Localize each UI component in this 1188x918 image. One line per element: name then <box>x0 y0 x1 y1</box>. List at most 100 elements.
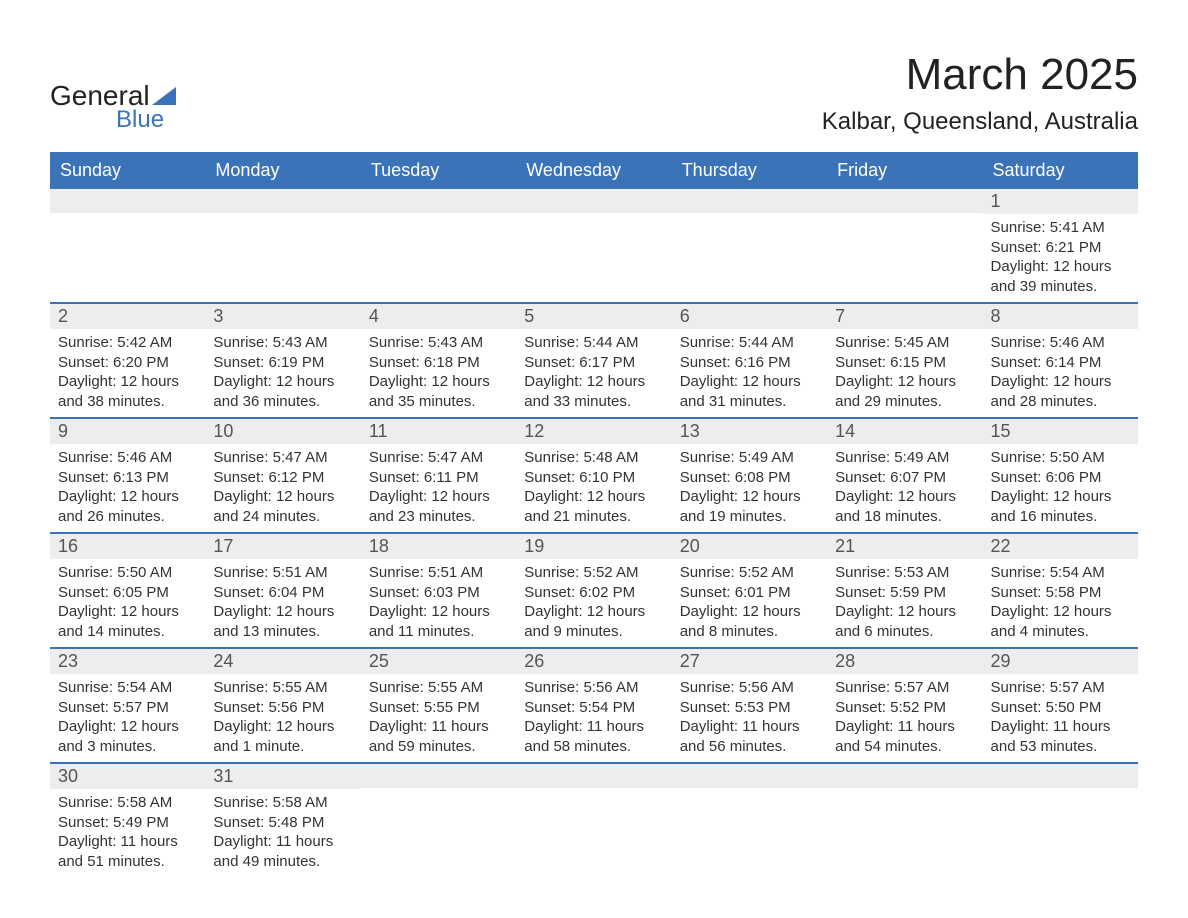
calendar-cell: 20Sunrise: 5:52 AMSunset: 6:01 PMDayligh… <box>672 534 827 647</box>
day-sunset: Sunset: 6:10 PM <box>524 468 663 488</box>
day-sunrise: Sunrise: 5:54 AM <box>991 563 1130 583</box>
day-sunrise: Sunrise: 5:55 AM <box>213 678 352 698</box>
day-number: 7 <box>827 304 982 329</box>
day-sunrise: Sunrise: 5:56 AM <box>524 678 663 698</box>
day-dl1: Daylight: 12 hours <box>213 487 352 507</box>
day-number: 23 <box>50 649 205 674</box>
day-number: 19 <box>516 534 671 559</box>
day-info: Sunrise: 5:53 AMSunset: 5:59 PMDaylight:… <box>827 559 982 647</box>
day-number: 25 <box>361 649 516 674</box>
day-number: 4 <box>361 304 516 329</box>
day-sunset: Sunset: 6:17 PM <box>524 353 663 373</box>
calendar-cell: 9Sunrise: 5:46 AMSunset: 6:13 PMDaylight… <box>50 419 205 532</box>
day-number: 12 <box>516 419 671 444</box>
day-sunrise: Sunrise: 5:47 AM <box>369 448 508 468</box>
day-dl1: Daylight: 12 hours <box>58 717 197 737</box>
calendar-cell: 16Sunrise: 5:50 AMSunset: 6:05 PMDayligh… <box>50 534 205 647</box>
day-number: 9 <box>50 419 205 444</box>
day-number <box>205 189 360 213</box>
day-dl2: and 38 minutes. <box>58 392 197 412</box>
day-dl2: and 53 minutes. <box>991 737 1130 757</box>
day-number <box>983 764 1138 788</box>
day-sunset: Sunset: 5:50 PM <box>991 698 1130 718</box>
day-dl1: Daylight: 12 hours <box>213 372 352 392</box>
day-info: Sunrise: 5:45 AMSunset: 6:15 PMDaylight:… <box>827 329 982 417</box>
day-info <box>516 788 671 798</box>
day-sunrise: Sunrise: 5:52 AM <box>680 563 819 583</box>
day-info: Sunrise: 5:46 AMSunset: 6:13 PMDaylight:… <box>50 444 205 532</box>
day-info: Sunrise: 5:48 AMSunset: 6:10 PMDaylight:… <box>516 444 671 532</box>
weekday-header: Thursday <box>672 152 827 189</box>
day-sunrise: Sunrise: 5:49 AM <box>835 448 974 468</box>
day-sunrise: Sunrise: 5:49 AM <box>680 448 819 468</box>
title-month-year: March 2025 <box>822 50 1138 100</box>
header: General Blue March 2025 Kalbar, Queensla… <box>50 50 1138 146</box>
day-dl2: and 26 minutes. <box>58 507 197 527</box>
day-number: 18 <box>361 534 516 559</box>
day-dl1: Daylight: 12 hours <box>58 372 197 392</box>
calendar-cell <box>205 189 360 302</box>
day-dl2: and 59 minutes. <box>369 737 508 757</box>
day-dl1: Daylight: 12 hours <box>991 487 1130 507</box>
day-dl2: and 28 minutes. <box>991 392 1130 412</box>
day-dl2: and 1 minute. <box>213 737 352 757</box>
day-info: Sunrise: 5:50 AMSunset: 6:05 PMDaylight:… <box>50 559 205 647</box>
day-dl2: and 4 minutes. <box>991 622 1130 642</box>
day-sunrise: Sunrise: 5:50 AM <box>991 448 1130 468</box>
day-number: 30 <box>50 764 205 789</box>
day-number: 16 <box>50 534 205 559</box>
calendar-cell: 25Sunrise: 5:55 AMSunset: 5:55 PMDayligh… <box>361 649 516 762</box>
calendar-cell: 28Sunrise: 5:57 AMSunset: 5:52 PMDayligh… <box>827 649 982 762</box>
day-number: 2 <box>50 304 205 329</box>
day-number: 17 <box>205 534 360 559</box>
day-number: 5 <box>516 304 671 329</box>
week-row: 23Sunrise: 5:54 AMSunset: 5:57 PMDayligh… <box>50 647 1138 762</box>
calendar-cell: 22Sunrise: 5:54 AMSunset: 5:58 PMDayligh… <box>983 534 1138 647</box>
day-number: 14 <box>827 419 982 444</box>
day-info: Sunrise: 5:58 AMSunset: 5:49 PMDaylight:… <box>50 789 205 877</box>
day-sunset: Sunset: 5:56 PM <box>213 698 352 718</box>
day-sunrise: Sunrise: 5:57 AM <box>991 678 1130 698</box>
day-sunset: Sunset: 6:14 PM <box>991 353 1130 373</box>
day-info: Sunrise: 5:56 AMSunset: 5:53 PMDaylight:… <box>672 674 827 762</box>
calendar-cell: 31Sunrise: 5:58 AMSunset: 5:48 PMDayligh… <box>205 764 360 877</box>
day-dl1: Daylight: 12 hours <box>835 602 974 622</box>
day-info <box>361 788 516 798</box>
day-number: 6 <box>672 304 827 329</box>
day-sunrise: Sunrise: 5:53 AM <box>835 563 974 583</box>
week-row: 9Sunrise: 5:46 AMSunset: 6:13 PMDaylight… <box>50 417 1138 532</box>
day-info <box>672 213 827 223</box>
day-dl2: and 58 minutes. <box>524 737 663 757</box>
calendar-cell: 12Sunrise: 5:48 AMSunset: 6:10 PMDayligh… <box>516 419 671 532</box>
calendar-cell: 15Sunrise: 5:50 AMSunset: 6:06 PMDayligh… <box>983 419 1138 532</box>
day-number: 11 <box>361 419 516 444</box>
day-dl2: and 35 minutes. <box>369 392 508 412</box>
day-info: Sunrise: 5:42 AMSunset: 6:20 PMDaylight:… <box>50 329 205 417</box>
logo-text-blue: Blue <box>116 106 176 134</box>
day-sunset: Sunset: 6:01 PM <box>680 583 819 603</box>
day-sunset: Sunset: 6:11 PM <box>369 468 508 488</box>
day-info <box>50 213 205 223</box>
day-dl2: and 49 minutes. <box>213 852 352 872</box>
day-info: Sunrise: 5:55 AMSunset: 5:56 PMDaylight:… <box>205 674 360 762</box>
title-block: March 2025 Kalbar, Queensland, Australia <box>822 50 1138 146</box>
day-number: 27 <box>672 649 827 674</box>
day-info: Sunrise: 5:56 AMSunset: 5:54 PMDaylight:… <box>516 674 671 762</box>
day-info: Sunrise: 5:49 AMSunset: 6:07 PMDaylight:… <box>827 444 982 532</box>
day-dl2: and 24 minutes. <box>213 507 352 527</box>
day-dl1: Daylight: 12 hours <box>524 487 663 507</box>
day-sunset: Sunset: 6:03 PM <box>369 583 508 603</box>
day-dl1: Daylight: 12 hours <box>680 602 819 622</box>
day-sunset: Sunset: 6:12 PM <box>213 468 352 488</box>
day-sunset: Sunset: 6:04 PM <box>213 583 352 603</box>
day-dl1: Daylight: 12 hours <box>991 257 1130 277</box>
calendar-cell <box>983 764 1138 877</box>
day-info: Sunrise: 5:55 AMSunset: 5:55 PMDaylight:… <box>361 674 516 762</box>
day-info <box>516 213 671 223</box>
day-sunrise: Sunrise: 5:48 AM <box>524 448 663 468</box>
calendar-cell <box>361 189 516 302</box>
day-sunset: Sunset: 6:20 PM <box>58 353 197 373</box>
day-sunrise: Sunrise: 5:41 AM <box>991 218 1130 238</box>
day-sunrise: Sunrise: 5:43 AM <box>369 333 508 353</box>
day-number: 26 <box>516 649 671 674</box>
